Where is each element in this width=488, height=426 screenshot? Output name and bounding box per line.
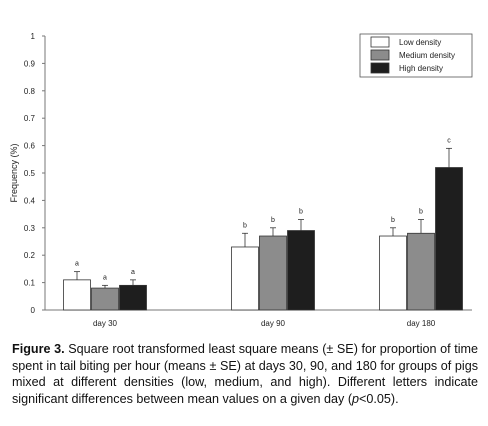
caption-p-symbol: p: [352, 391, 360, 406]
bar: [63, 279, 91, 311]
x-tick-label: day 30: [93, 319, 118, 328]
y-tick-label: 1: [31, 32, 36, 41]
y-tick-label: 0.9: [24, 59, 36, 68]
significance-letter: a: [131, 269, 135, 276]
bar: [379, 235, 407, 311]
bar: [231, 246, 259, 311]
y-tick-labels: 0 0.1 0.2 0.3 0.4 0.5 0.6 0.7 0.8 0.9 1: [24, 32, 36, 315]
bar-chart: 0 0.1 0.2 0.3 0.4 0.5 0.6 0.7 0.8 0.9 1 Frequency …: [9, 32, 473, 328]
bar: [259, 235, 287, 311]
x-tick-label: day 180: [407, 319, 436, 328]
y-tick-label: 0: [31, 306, 36, 315]
x-tick-label: day 90: [261, 319, 286, 328]
y-tick-label: 0.7: [24, 114, 36, 123]
legend-swatch: [370, 36, 390, 48]
y-tick-label: 0.5: [24, 169, 36, 178]
significance-letter: b: [299, 209, 303, 216]
caption-label: Figure 3.: [12, 342, 65, 356]
y-tick-label: 0.2: [24, 251, 36, 260]
caption-text-end: <0.05).: [359, 391, 399, 406]
significance-letter: b: [419, 209, 423, 216]
bar: [287, 230, 315, 311]
bar: [91, 287, 119, 311]
legend-label: Low density: [399, 38, 441, 47]
bars: a a a b b b b b c: [63, 137, 463, 311]
caption-text: Square root transformed least square mea…: [12, 342, 479, 406]
significance-letter: c: [447, 137, 451, 144]
bar: [435, 167, 463, 311]
legend-label: Medium density: [399, 51, 455, 60]
significance-letter: a: [75, 261, 79, 268]
legend-swatch: [370, 62, 390, 74]
significance-letter: a: [103, 274, 107, 281]
significance-letter: b: [243, 222, 247, 229]
y-axis-label: Frequency (%): [9, 143, 19, 202]
y-tick-label: 0.6: [24, 142, 36, 151]
y-tick-label: 0.4: [24, 196, 36, 205]
x-tick-labels: day 30 day 90 day 180: [93, 319, 436, 328]
figure-caption: Figure 3. Square root transformed least …: [12, 341, 478, 407]
legend-swatch: [370, 49, 390, 61]
bar: [119, 284, 147, 311]
y-tick-label: 0.1: [24, 279, 36, 288]
significance-letter: b: [391, 217, 395, 224]
legend-label: High density: [399, 64, 443, 73]
y-tick-label: 0.8: [24, 87, 36, 96]
significance-letter: b: [271, 217, 275, 224]
bar: [407, 232, 435, 311]
legend: Low density Medium density High density: [359, 33, 473, 78]
y-tick-label: 0.3: [24, 224, 36, 233]
